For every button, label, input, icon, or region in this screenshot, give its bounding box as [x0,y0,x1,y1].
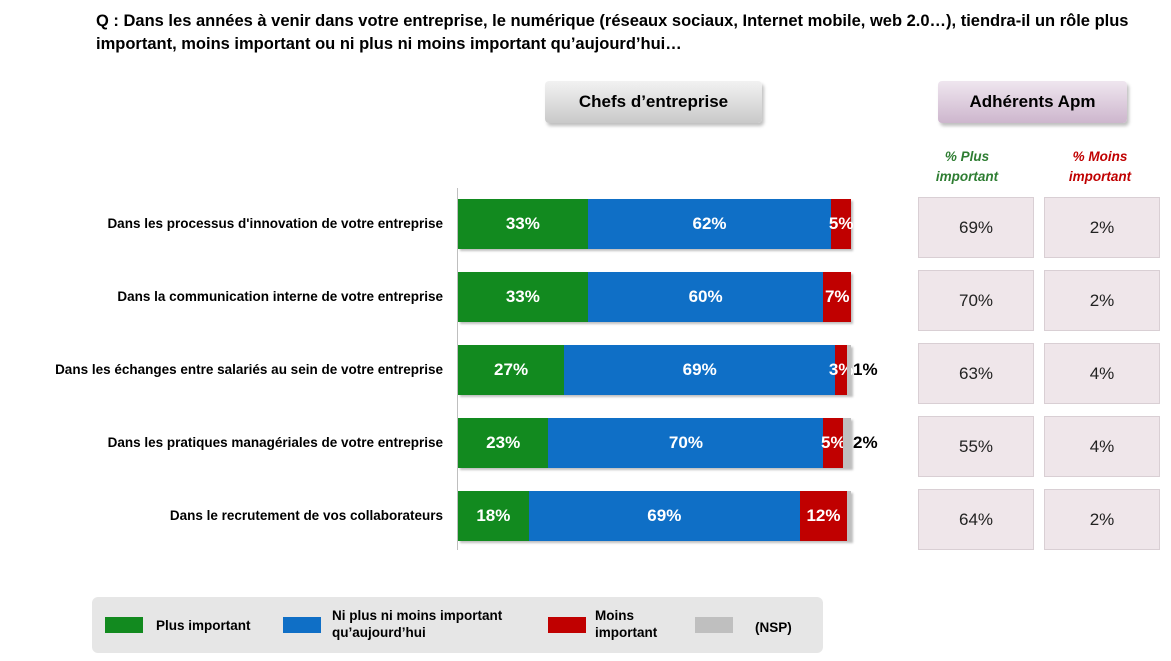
legend-label-ni: Ni plus ni moins important qu’aujourd’hu… [332,608,503,640]
bar-segment-nsp [847,345,851,395]
bar-segment-nsp [847,491,851,541]
row-label: Dans le recrutement de vos collaborateur… [169,508,443,523]
legend-swatch-nsp [695,617,733,633]
apm-plus-important-cell: 64% [918,489,1034,550]
apm-moins-important-cell: 2% [1044,197,1160,258]
legend-swatch-plus [105,617,143,633]
bar-segment-nsp [843,418,851,468]
stacked-bar: 23% 70% 5% [458,418,851,468]
bar-segment-ni: 69% [528,491,800,541]
chart-axis [457,188,458,550]
question-text: Q : Dans les années à venir dans votre e… [96,12,1129,53]
stacked-bar: 27% 69% 3% [458,345,853,395]
row-label: Dans les pratiques managériales de votre… [107,435,443,450]
bar-segment-moins: 5% [821,418,846,468]
legend-label-plus: Plus important [156,618,251,633]
bar-segment-moins: 5% [829,199,853,249]
bar-segment-plus: 18% [458,491,529,541]
bar-segment-ni: 62% [587,199,832,249]
nsp-value-label: 1% [853,360,878,379]
stacked-bar: 18% 69% 12% [458,491,851,541]
legend-label-nsp: (NSP) [755,620,792,635]
legend: Plus important Ni plus ni moins importan… [92,597,823,653]
stacked-bar: 33% 60% 7% [458,272,851,322]
bar-segment-plus: 27% [458,345,565,395]
apm-moins-important-cell: 4% [1044,343,1160,404]
bar-segment-ni: 69% [564,345,836,395]
bar-segment-moins: 12% [799,491,848,541]
apm-moins-important-cell: 2% [1044,270,1160,331]
bar-segment-moins: 3% [829,345,853,395]
bar-segment-plus: 23% [458,418,549,468]
nsp-value-label: 2% [853,433,878,452]
row-label: Dans les processus d'innovation de votre… [107,216,443,231]
bar-segment-plus: 33% [458,272,588,322]
apm-plus-important-cell: 55% [918,416,1034,477]
bar-segment-moins: 7% [823,272,851,322]
apm-moins-important-cell: 4% [1044,416,1160,477]
apm-plus-important-cell: 69% [918,197,1034,258]
bar-segment-plus: 33% [458,199,588,249]
row-label: Dans la communication interne de votre e… [117,289,443,304]
bar-segment-ni: 60% [587,272,824,322]
apm-moins-important-cell: 2% [1044,489,1160,550]
chefs-entreprise-header: Chefs d’entreprise [545,81,762,123]
legend-swatch-ni [283,617,321,633]
row-label: Dans les échanges entre salariés au sein… [55,362,443,377]
col-moins-important-header: % Moins important [1068,149,1132,184]
legend-swatch-moins [548,617,586,633]
apm-plus-important-cell: 63% [918,343,1034,404]
stacked-bar: 33% 62% 5% [458,199,853,249]
adherents-apm-header: Adhérents Apm [938,81,1127,123]
col-plus-important-header: % Plus important [935,149,999,184]
apm-plus-important-cell: 70% [918,270,1034,331]
legend-label-moins: Moins important [595,608,658,640]
bar-segment-ni: 70% [548,418,824,468]
